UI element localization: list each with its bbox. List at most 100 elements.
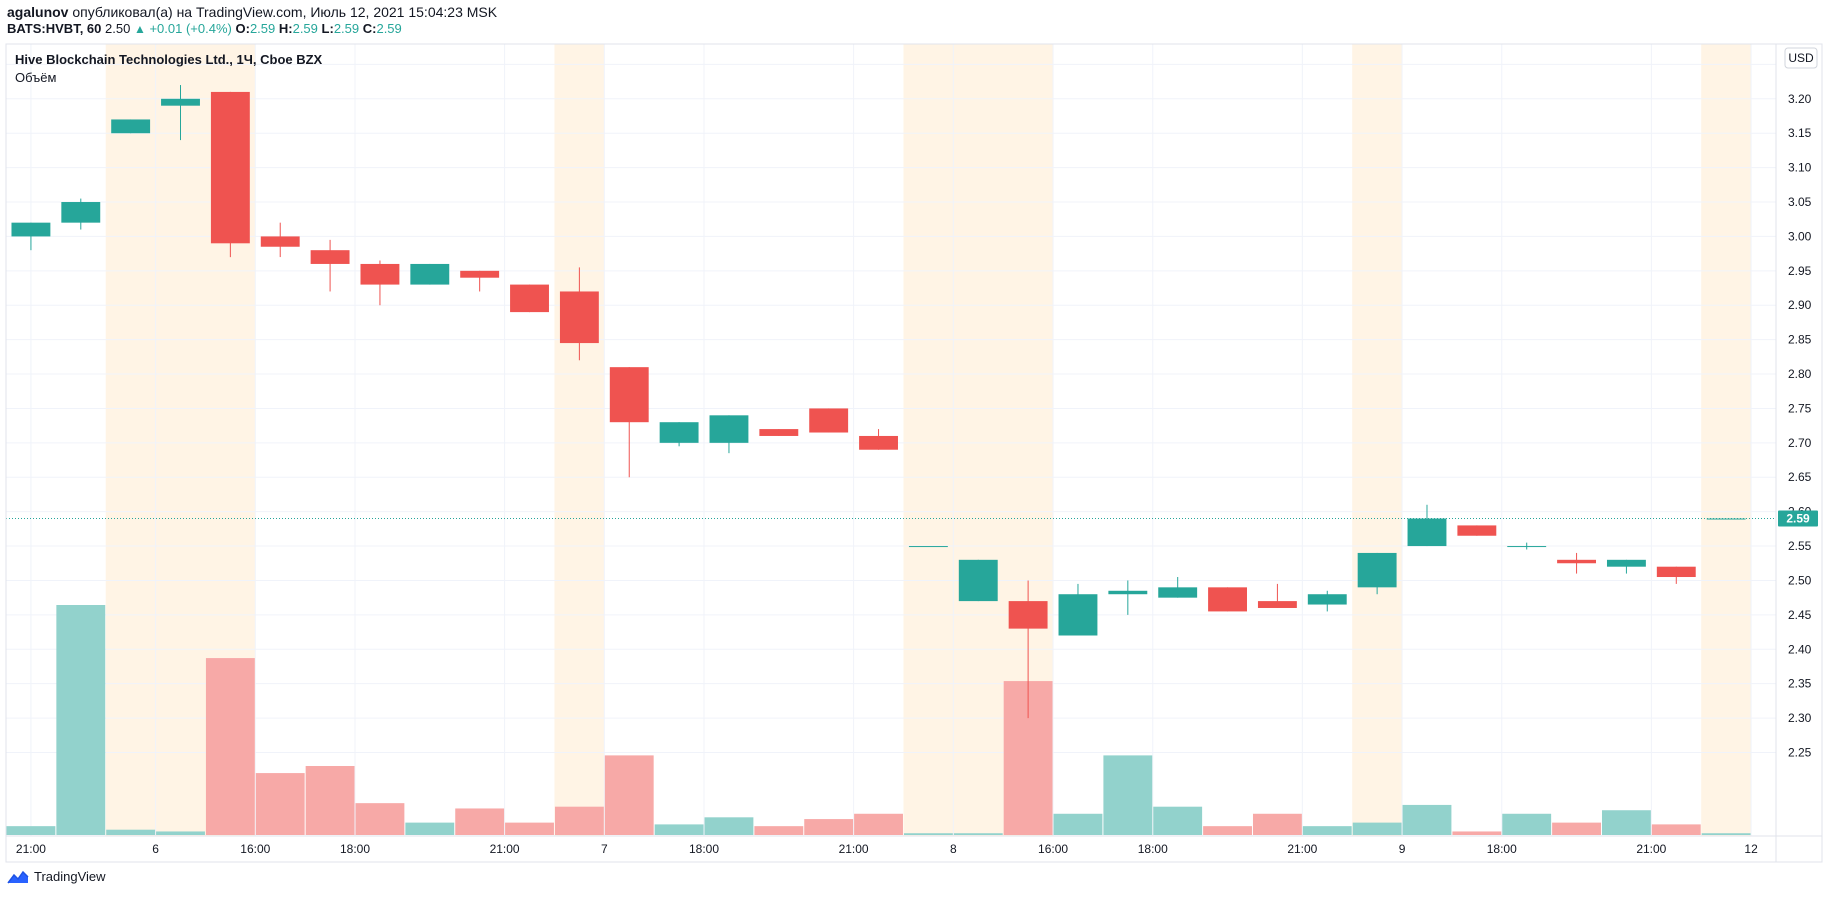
candle[interactable] — [11, 222, 51, 251]
candle[interactable] — [1507, 542, 1547, 550]
candle[interactable] — [1058, 583, 1098, 636]
session-highlights — [105, 44, 1752, 836]
volume-bar[interactable] — [156, 831, 205, 835]
volume-bar[interactable] — [405, 822, 455, 835]
volume-bar[interactable] — [554, 806, 604, 835]
candle[interactable] — [859, 429, 898, 450]
volume-bar[interactable] — [754, 826, 804, 835]
time-tick-label: 21:00 — [1287, 842, 1317, 856]
volume-bar[interactable] — [1452, 831, 1502, 835]
volume-legend[interactable]: Объём — [15, 70, 57, 85]
low-value: 2.59 — [333, 21, 360, 36]
candle[interactable] — [1606, 559, 1646, 574]
volume-bar[interactable] — [1701, 833, 1751, 835]
close-label: C: — [362, 21, 377, 36]
candle[interactable] — [1706, 518, 1746, 520]
candle-body — [1656, 566, 1696, 578]
volume-bar[interactable] — [704, 817, 754, 835]
candle[interactable] — [310, 239, 350, 292]
time-axis[interactable]: 21:00 6 16:00 18:00 21:00 7 18:00 21:00 8 16:00 18… — [16, 842, 1758, 856]
volume-bar[interactable] — [1053, 813, 1103, 835]
volume-bar[interactable] — [1601, 810, 1651, 835]
session-band — [1352, 44, 1403, 836]
volume-bar[interactable] — [953, 833, 1003, 835]
candles — [11, 85, 1746, 719]
price-tick-label: 3.20 — [1788, 92, 1812, 106]
currency-text: USD — [1788, 51, 1814, 65]
volume-bar[interactable] — [255, 773, 305, 835]
price-tick-label: 2.70 — [1788, 436, 1812, 450]
volume-bar[interactable] — [654, 824, 704, 835]
candle-body — [1507, 546, 1547, 548]
price-axis[interactable]: 2.252.302.352.402.452.502.552.602.652.70… — [1778, 57, 1818, 759]
currency-badge[interactable]: USD — [1784, 47, 1818, 69]
candle[interactable] — [1208, 587, 1247, 612]
candle[interactable] — [260, 222, 300, 258]
candle[interactable] — [908, 546, 948, 548]
author-name[interactable]: agalunov — [7, 4, 69, 20]
candle[interactable] — [809, 408, 849, 433]
close-value: 2.59 — [376, 21, 402, 36]
candle-body — [559, 291, 599, 344]
candle-body — [11, 222, 51, 237]
volume-bar[interactable] — [1252, 813, 1302, 835]
candle[interactable] — [609, 367, 649, 478]
volume-bar[interactable] — [1651, 824, 1701, 835]
candle-body — [1357, 552, 1397, 588]
volume-bar[interactable] — [1103, 755, 1153, 835]
price-tick-label: 3.15 — [1788, 126, 1812, 140]
volume-bar[interactable] — [455, 808, 505, 835]
volume-bar[interactable] — [505, 822, 554, 835]
candle[interactable] — [559, 267, 599, 361]
candle[interactable] — [61, 198, 101, 230]
volume-bar[interactable] — [1402, 804, 1452, 835]
time-tick-label: 9 — [1399, 842, 1406, 856]
candle[interactable] — [709, 415, 749, 454]
candle[interactable] — [161, 85, 200, 141]
candle[interactable] — [1008, 580, 1048, 719]
volume-bar[interactable] — [305, 766, 355, 835]
candle[interactable] — [1557, 552, 1597, 574]
tradingview-logo[interactable]: TradingView — [7, 869, 106, 884]
candle[interactable] — [1457, 525, 1497, 536]
volume-bar[interactable] — [1352, 822, 1402, 835]
time-tick-label: 7 — [601, 842, 608, 856]
candle[interactable] — [1357, 552, 1397, 595]
volume-bar[interactable] — [355, 803, 405, 835]
candle[interactable] — [1656, 566, 1696, 584]
candle[interactable] — [360, 260, 400, 306]
last-price-tag[interactable] — [1778, 510, 1818, 527]
candle[interactable] — [1158, 577, 1198, 598]
publish-info: agalunov опубликовал(а) на TradingView.c… — [7, 4, 497, 20]
candle[interactable] — [210, 91, 250, 258]
candle-body — [709, 415, 749, 443]
time-tick-label: 16:00 — [240, 842, 270, 856]
candle[interactable] — [1257, 583, 1297, 608]
volume-bar[interactable] — [804, 819, 854, 835]
candle[interactable] — [659, 422, 699, 447]
volume-bar[interactable] — [6, 826, 56, 835]
volume-bar[interactable] — [1302, 826, 1352, 835]
candle-body — [1158, 587, 1198, 598]
candle[interactable] — [958, 559, 998, 602]
volume-bar[interactable] — [604, 755, 654, 835]
volume-bar[interactable] — [56, 605, 106, 835]
volume-bar[interactable] — [106, 829, 156, 835]
candle[interactable] — [759, 429, 799, 436]
volume-bar[interactable] — [1203, 826, 1252, 835]
volume-bar[interactable] — [1502, 813, 1552, 835]
volume-bar[interactable] — [1552, 822, 1601, 835]
volume-bar[interactable] — [1153, 806, 1203, 835]
candle[interactable] — [1407, 504, 1447, 547]
candle[interactable] — [460, 270, 500, 292]
volume-bar[interactable] — [205, 658, 255, 835]
chart-title[interactable]: Hive Blockchain Technologies Ltd., 1Ч, C… — [15, 52, 323, 67]
volume-bar[interactable] — [854, 813, 903, 835]
candle[interactable] — [510, 284, 549, 313]
candle[interactable] — [111, 119, 151, 134]
candle[interactable] — [1108, 580, 1148, 615]
candle[interactable] — [410, 263, 450, 285]
volume-bar[interactable] — [903, 833, 953, 835]
candle[interactable] — [1307, 590, 1347, 612]
